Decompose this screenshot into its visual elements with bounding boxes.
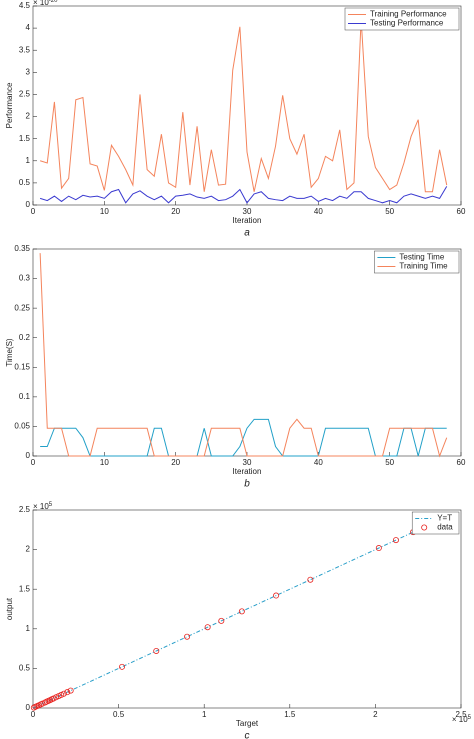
legend-label: Testing Performance bbox=[370, 19, 444, 28]
y-tick-label: 0 bbox=[26, 451, 31, 460]
y-tick-label: 4.5 bbox=[19, 1, 31, 10]
plot-area bbox=[32, 248, 462, 457]
legend-box bbox=[344, 7, 460, 31]
x-tick-label: 40 bbox=[314, 458, 323, 467]
data-point bbox=[153, 647, 160, 654]
x-tick-label: 50 bbox=[385, 458, 394, 467]
data-point bbox=[307, 576, 314, 583]
data-point bbox=[67, 687, 74, 694]
y-axis-label: Performance bbox=[5, 82, 14, 128]
y-tick-label: 0 bbox=[26, 200, 31, 209]
y-tick-label: 0.5 bbox=[19, 178, 31, 187]
y-tick-label: 0.5 bbox=[19, 664, 31, 673]
series-line bbox=[32, 529, 419, 709]
y-tick-label: 4 bbox=[26, 23, 31, 32]
data-point bbox=[375, 545, 382, 552]
x-tick-label: 30 bbox=[243, 207, 252, 216]
x-tick-label: 10 bbox=[100, 458, 109, 467]
x-tick-label: 0 bbox=[31, 710, 36, 719]
data-point bbox=[273, 592, 280, 599]
series-line bbox=[39, 19, 448, 193]
series-line bbox=[39, 186, 448, 204]
y-tick-label: 3.5 bbox=[19, 45, 31, 54]
axis-exponent: × 105 bbox=[33, 502, 53, 512]
y-tick-label: 0.3 bbox=[19, 274, 31, 283]
axis-exponent: × 10-20 bbox=[33, 0, 58, 7]
x-tick-label: 50 bbox=[385, 207, 394, 216]
data-point bbox=[64, 689, 71, 696]
y-tick-label: 0.35 bbox=[14, 244, 30, 253]
caption: b bbox=[244, 479, 250, 490]
y-tick-label: 0.25 bbox=[14, 303, 30, 312]
exponent-base: × 10 bbox=[33, 0, 49, 7]
exponent-base: × 10 bbox=[452, 715, 468, 724]
y-tick-label: 2 bbox=[26, 112, 31, 121]
caption: c bbox=[245, 731, 250, 739]
y-axis-label: output bbox=[5, 597, 14, 620]
legend-label: Testing Time bbox=[399, 253, 444, 262]
y-tick-label: 1.5 bbox=[19, 584, 31, 593]
y-tick-label: 0.2 bbox=[19, 333, 31, 342]
y-tick-label: 0 bbox=[26, 703, 31, 712]
x-tick-label: 0.5 bbox=[113, 710, 125, 719]
legend-label: Training Performance bbox=[370, 10, 447, 19]
exponent-power: -20 bbox=[49, 0, 58, 4]
x-tick-label: 2.5 bbox=[455, 710, 467, 719]
legend-label: Y=T bbox=[437, 514, 452, 523]
data-point bbox=[184, 633, 191, 640]
x-axis-label: Target bbox=[236, 719, 259, 728]
exponent-power: 5 bbox=[468, 715, 472, 721]
y-tick-label: 2.5 bbox=[19, 505, 31, 514]
x-axis-label: Iteration bbox=[233, 467, 262, 476]
y-tick-label: 0.05 bbox=[14, 422, 30, 431]
x-tick-label: 10 bbox=[100, 207, 109, 216]
legend-label: data bbox=[437, 523, 453, 532]
y-tick-label: 3 bbox=[26, 67, 31, 76]
x-tick-label: 60 bbox=[457, 458, 466, 467]
y-axis-label: Time(S) bbox=[5, 338, 14, 366]
x-tick-label: 30 bbox=[243, 458, 252, 467]
x-axis-label: Iteration bbox=[233, 216, 262, 225]
x-tick-label: 40 bbox=[314, 207, 323, 216]
data-point bbox=[60, 690, 67, 697]
x-tick-label: 20 bbox=[171, 207, 180, 216]
data-point bbox=[204, 624, 211, 631]
exponent-base: × 10 bbox=[33, 502, 49, 511]
caption: a bbox=[244, 228, 250, 239]
x-tick-label: 60 bbox=[457, 207, 466, 216]
y-tick-label: 0.1 bbox=[19, 392, 31, 401]
legend-label: Training Time bbox=[399, 262, 448, 271]
exponent-power: 5 bbox=[49, 502, 53, 508]
y-tick-label: 2.5 bbox=[19, 90, 31, 99]
series-line bbox=[39, 253, 448, 458]
data-point bbox=[119, 663, 126, 670]
data-point bbox=[392, 537, 399, 544]
legend-box bbox=[411, 511, 460, 535]
y-tick-label: 1.5 bbox=[19, 134, 31, 143]
axis-exponent: × 105 bbox=[452, 715, 472, 725]
data-point bbox=[238, 608, 245, 615]
data-point bbox=[218, 617, 225, 624]
x-tick-label: 2 bbox=[373, 710, 378, 719]
x-tick-label: 0 bbox=[31, 458, 36, 467]
x-tick-label: 1.5 bbox=[284, 710, 296, 719]
y-tick-label: 0.15 bbox=[14, 362, 30, 371]
y-tick-label: 1 bbox=[26, 156, 31, 165]
y-tick-label: 2 bbox=[26, 545, 31, 554]
plot-area bbox=[32, 5, 462, 206]
y-tick-label: 1 bbox=[26, 624, 31, 633]
legend-marker bbox=[421, 524, 428, 531]
x-tick-label: 1 bbox=[202, 710, 207, 719]
x-tick-label: 0 bbox=[31, 207, 36, 216]
x-tick-label: 20 bbox=[171, 458, 180, 467]
legend-box bbox=[374, 250, 460, 274]
